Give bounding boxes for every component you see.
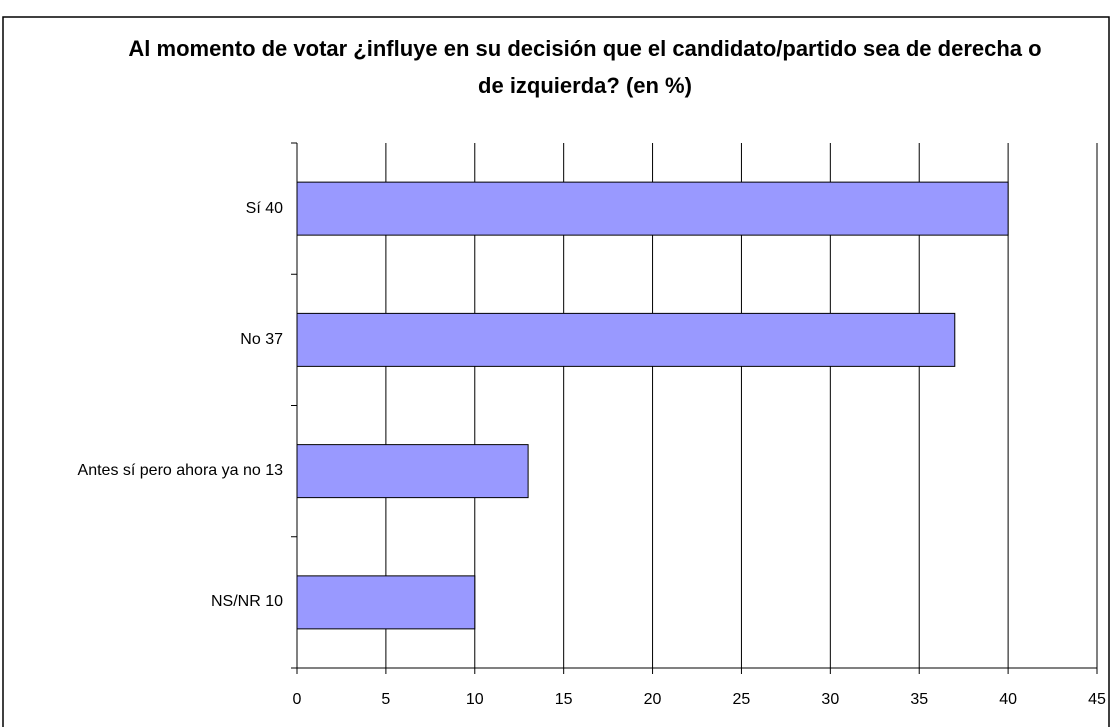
- bar: [296, 312, 956, 367]
- bar: [296, 575, 476, 630]
- bar: [296, 181, 1009, 236]
- chart-title: Al momento de votar ¿influye en su decis…: [128, 36, 1042, 98]
- x-tick-label: 20: [644, 691, 662, 708]
- y-tick-label: Antes sí pero ahora ya no 13: [77, 462, 283, 480]
- x-tick-label: 15: [555, 691, 573, 708]
- x-tick-label: 35: [910, 691, 928, 708]
- x-tick-label: 25: [733, 691, 751, 708]
- x-tick-label: 5: [381, 691, 390, 708]
- y-tick-label: NS/NR 10: [210, 593, 283, 611]
- x-tick-label: 10: [466, 691, 484, 708]
- x-tick-label: 45: [1088, 691, 1106, 708]
- y-tick-label: Sí 40: [245, 199, 283, 217]
- bar: [296, 444, 529, 499]
- chart-frame: [2, 16, 1110, 727]
- x-tick-label: 40: [999, 691, 1017, 708]
- x-tick-label: 0: [293, 691, 302, 708]
- y-tick-label: No 37: [240, 330, 283, 348]
- x-tick-label: 30: [821, 691, 839, 708]
